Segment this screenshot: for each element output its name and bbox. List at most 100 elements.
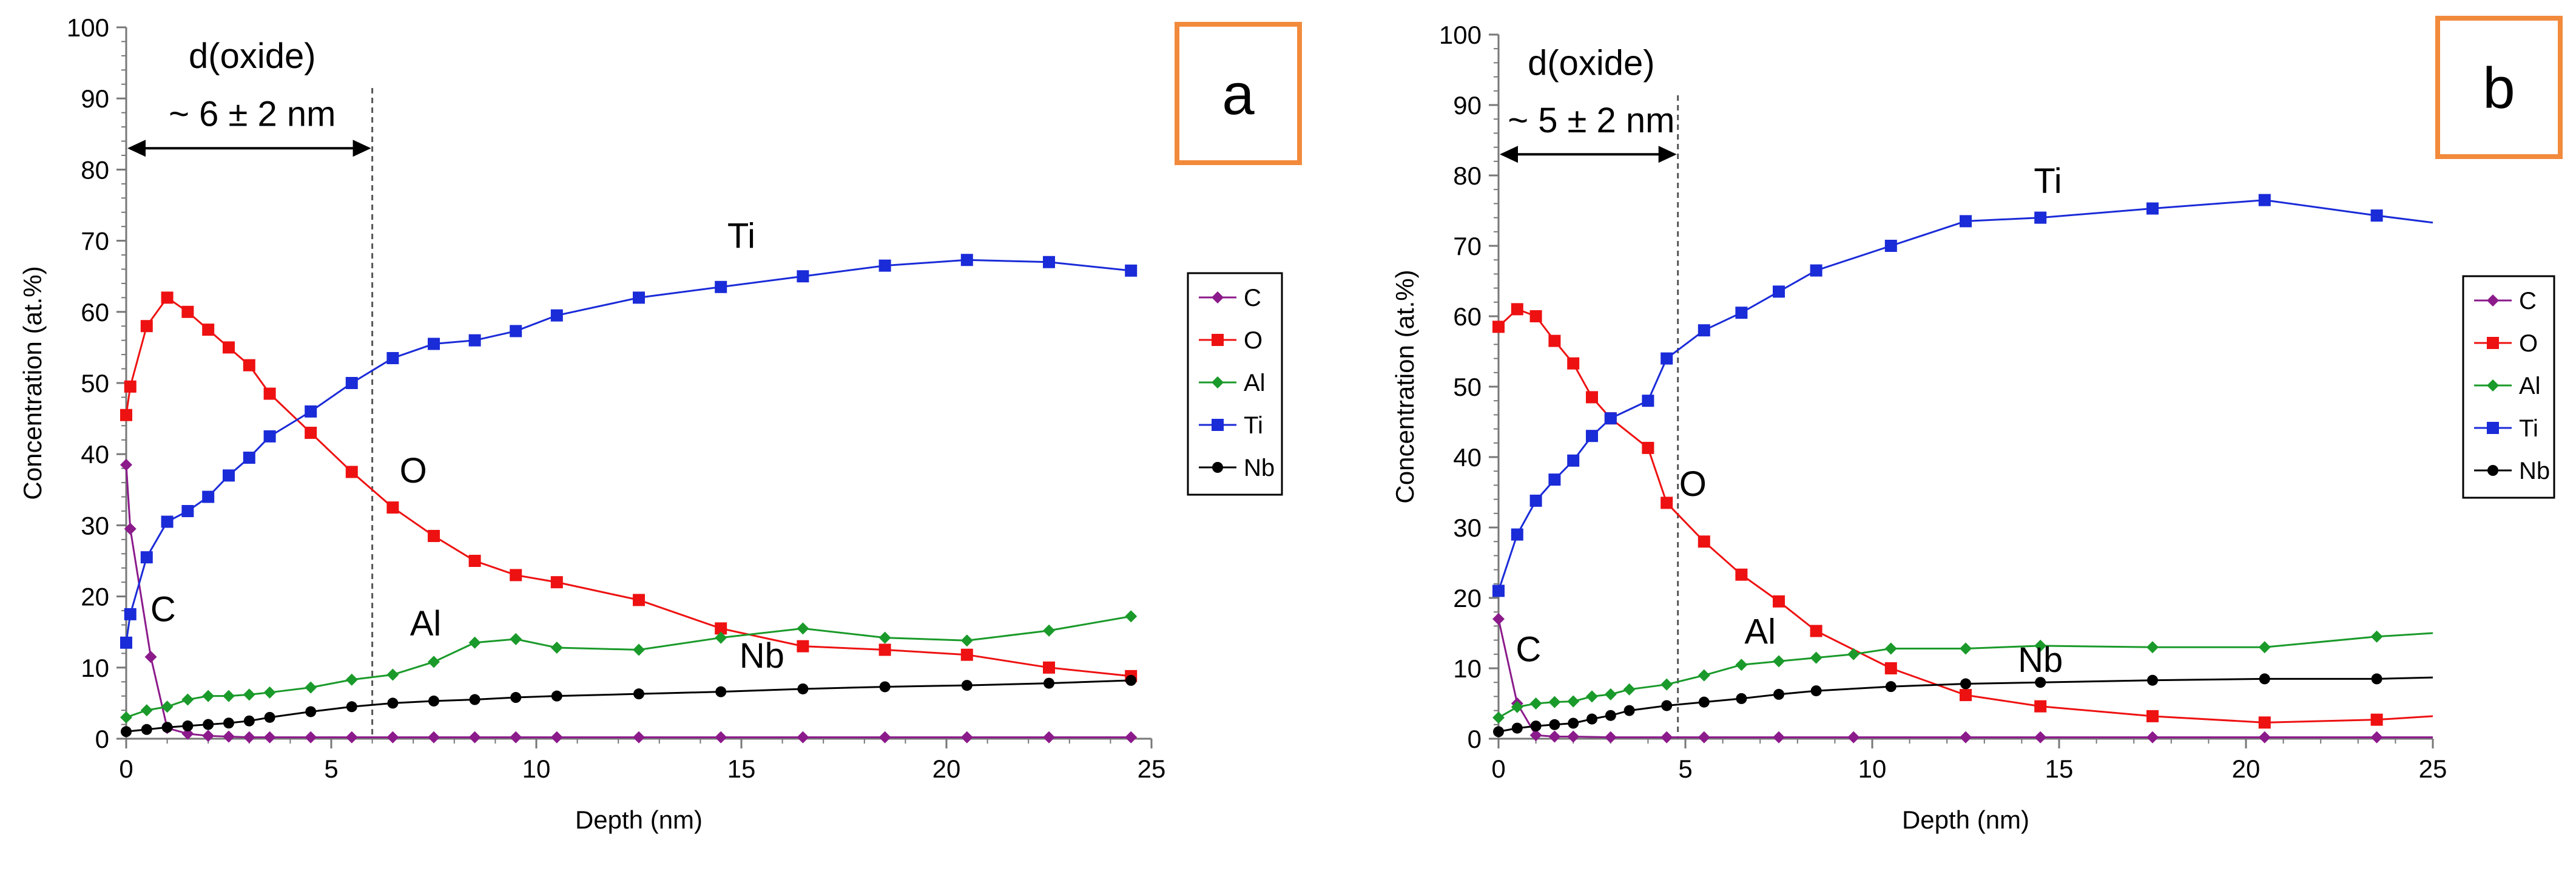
y-tick-label: 80 xyxy=(1453,161,1482,190)
x-tick-label: 15 xyxy=(2045,754,2074,783)
legend-swatch-marker xyxy=(1212,462,1223,473)
x-tick-label: 0 xyxy=(1491,754,1505,783)
data-point-o xyxy=(124,380,137,393)
data-point-al xyxy=(243,688,255,701)
panel-label-box xyxy=(1175,22,1302,165)
data-point-c xyxy=(202,730,215,742)
legend-swatch-marker xyxy=(1212,419,1224,431)
data-point-c xyxy=(345,731,358,744)
data-point-nb xyxy=(2371,673,2382,685)
data-point-ti xyxy=(1661,352,1673,365)
data-point-nb xyxy=(510,692,522,704)
data-point-nb xyxy=(1568,717,1579,729)
data-point-nb xyxy=(1511,722,1523,734)
data-point-c xyxy=(181,727,194,740)
x-tick-label: 5 xyxy=(324,754,338,783)
data-point-nb xyxy=(715,686,727,697)
oxide-arrow-head-left xyxy=(127,140,146,157)
data-point-o xyxy=(1511,303,1523,316)
data-point-c xyxy=(1960,731,1972,744)
y-tick-label: 0 xyxy=(1468,725,1482,753)
data-point-c xyxy=(797,731,809,744)
data-point-o xyxy=(633,594,645,606)
annotation-al: Al xyxy=(410,604,442,643)
data-point-ti xyxy=(1642,395,1654,407)
data-point-o xyxy=(140,320,153,333)
x-tick-label: 25 xyxy=(2419,754,2447,783)
annotation-o: O xyxy=(400,451,427,490)
data-point-nb xyxy=(346,701,357,713)
data-point-c xyxy=(1661,731,1673,744)
y-tick-label: 100 xyxy=(67,13,109,42)
data-point-o xyxy=(468,555,481,567)
data-point-c xyxy=(1492,612,1505,625)
data-point-nb xyxy=(1586,713,1597,725)
data-point-nb xyxy=(1885,681,1897,693)
data-point-c xyxy=(144,651,157,663)
y-tick-label: 20 xyxy=(81,583,109,611)
y-tick-label: 70 xyxy=(1453,232,1482,260)
data-point-nb xyxy=(1810,685,1822,697)
data-point-nb xyxy=(223,717,234,729)
y-tick-label: 50 xyxy=(81,369,109,398)
data-point-nb xyxy=(1623,705,1635,716)
data-point-o xyxy=(715,622,727,635)
data-point-o xyxy=(1661,497,1673,509)
data-point-nb xyxy=(203,719,214,730)
data-point-c xyxy=(1847,731,1860,744)
annotation-c: C xyxy=(150,590,176,629)
data-point-nb xyxy=(264,711,275,723)
data-point-c xyxy=(120,458,132,471)
data-point-ti xyxy=(1043,256,1055,268)
data-point-al xyxy=(181,693,194,706)
data-point-c xyxy=(243,731,255,744)
data-point-o xyxy=(1548,334,1561,347)
y-tick-label: 0 xyxy=(95,725,109,753)
legend-label-nb: Nb xyxy=(1244,455,1275,481)
data-point-al xyxy=(633,643,645,656)
data-point-ti xyxy=(243,452,255,464)
annotation-nb: Nb xyxy=(740,636,784,676)
data-point-nb xyxy=(1493,726,1504,738)
y-tick-label: 60 xyxy=(81,298,109,327)
legend-box xyxy=(1187,272,1283,496)
x-tick-label: 5 xyxy=(1678,754,1692,783)
x-axis-title: Depth (nm) xyxy=(575,805,703,834)
data-point-nb xyxy=(2147,674,2158,686)
data-point-nb xyxy=(387,697,399,709)
data-point-nb xyxy=(1736,693,1747,704)
legend-label-c: C xyxy=(2519,288,2537,314)
data-point-al xyxy=(1661,678,1673,691)
panel-b: 0 10 20 30 40 50 60 70 80 90 100 0 5 10 15 20 25 Depth (n… xyxy=(1391,16,2563,834)
legend-swatch-marker xyxy=(1212,334,1224,346)
data-point-al xyxy=(715,631,727,644)
legend-swatch-marker xyxy=(2487,422,2499,434)
data-point-o xyxy=(161,291,174,304)
x-tick-label: 15 xyxy=(727,754,756,783)
data-point-c xyxy=(1529,729,1542,742)
data-point-nb xyxy=(797,683,809,694)
data-point-al xyxy=(1586,690,1598,703)
data-point-al xyxy=(2034,639,2047,652)
data-point-c xyxy=(510,731,522,744)
data-point-o xyxy=(1586,391,1598,404)
data-point-c xyxy=(2370,731,2383,744)
data-point-o xyxy=(1698,535,1710,548)
series-line-c xyxy=(1497,619,2433,739)
legend-label-ti: Ti xyxy=(2519,415,2538,442)
data-point-ti xyxy=(510,325,522,337)
data-point-ti xyxy=(550,309,563,322)
data-point-al xyxy=(428,656,440,668)
data-point-c xyxy=(1773,731,1785,744)
series-line-al xyxy=(126,615,1131,719)
data-point-o xyxy=(428,529,440,542)
data-point-al xyxy=(1735,659,1748,671)
data-point-ti xyxy=(1773,285,1785,298)
data-point-ti xyxy=(305,405,317,418)
data-point-ti xyxy=(797,270,809,283)
legend-swatch-marker xyxy=(2487,294,2499,307)
data-point-c xyxy=(2034,731,2047,744)
data-point-nb xyxy=(1960,678,1971,690)
data-point-o xyxy=(2370,713,2383,726)
data-point-nb xyxy=(961,680,973,691)
